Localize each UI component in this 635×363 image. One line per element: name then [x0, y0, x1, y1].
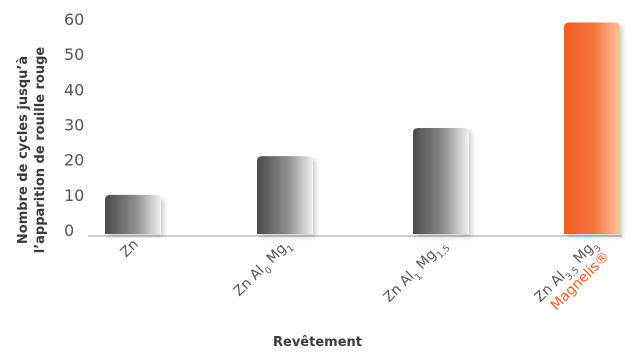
x-tick-label-0: Zn: [117, 237, 141, 261]
x-tick-text: Zn: [117, 237, 141, 261]
x-axis-tick-labels: Zn Zn Al0 Mg1 Zn Al1 Mg1,5 Zn Al3,5 Mg3Magn…: [117, 237, 613, 314]
y-tick-label: 20: [64, 151, 84, 170]
x-tick-label-2: Zn Al1 Mg1,5: [381, 237, 453, 309]
bars: [105, 22, 620, 235]
y-axis-title-line1: Nombre de cycles jusqu’à: [16, 55, 31, 245]
bar-3: [564, 22, 620, 235]
bar-2: [413, 128, 469, 234]
x-tick-text: Zn Al0 Mg1: [231, 237, 297, 303]
y-axis-title-line2: l’apparition de rouille rouge: [33, 46, 48, 254]
y-tick-label: 60: [64, 10, 84, 29]
y-tick-label: 50: [64, 45, 84, 64]
y-tick-label: 10: [64, 186, 84, 205]
y-tick-label: 40: [64, 80, 84, 99]
y-axis-ticks: 0 10 20 30 40 50 60: [64, 10, 84, 240]
x-tick-text: Zn Al1 Mg1,5: [381, 237, 453, 309]
y-tick-label: 0: [64, 221, 74, 240]
x-axis-title: Revêtement: [273, 335, 362, 350]
x-tick-label-1: Zn Al0 Mg1: [231, 237, 297, 303]
bar-0: [105, 194, 161, 234]
y-tick-label: 30: [64, 116, 84, 135]
bar-1: [257, 156, 313, 234]
